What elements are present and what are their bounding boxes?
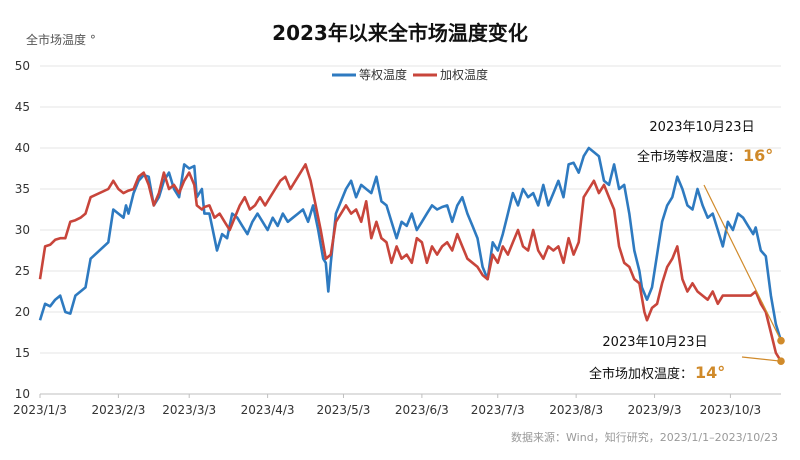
source-note: 数据来源：Wind，知行研究，2023/1/1–2023/10/23: [511, 430, 778, 444]
annotation-weighted-label: 全市场加权温度： 14°: [589, 363, 725, 382]
x-tick-label: 2023/6/3: [395, 403, 449, 417]
annotation-weighted-date: 2023年10月23日: [602, 335, 707, 350]
end-marker-equal: [777, 336, 785, 345]
annotations: [703, 184, 785, 366]
annotation-weighted-text: 全市场加权温度：: [589, 366, 693, 382]
series-lines: [38, 146, 783, 362]
y-tick-label: 40: [15, 141, 30, 155]
y-tick-label: 35: [15, 182, 30, 196]
y-tick-label: 25: [15, 264, 30, 278]
x-tick-label: 2023/7/3: [471, 403, 525, 417]
annotation-equal-date: 2023年10月23日: [649, 120, 754, 135]
x-tick-label: 2023/9/3: [628, 403, 682, 417]
x-tick-label: 2023/3/3: [162, 403, 216, 417]
legend-label-equal-weight: 等权温度: [359, 67, 407, 82]
y-tick-label: 10: [15, 387, 30, 401]
annotation-weighted-value: 14°: [695, 363, 725, 382]
y-axis-ticks: 10 15 20 25 30 35 40 45 50: [15, 59, 30, 401]
annotation-leader-weighted: [741, 356, 782, 362]
y-tick-label: 45: [15, 100, 30, 114]
y-tick-label: 50: [15, 59, 30, 73]
legend: 等权温度 加权温度: [332, 67, 488, 82]
legend-label-cap-weight: 加权温度: [440, 67, 488, 82]
x-tick-label: 2023/8/3: [549, 403, 603, 417]
series-line-cap-weight: [38, 163, 783, 362]
chart-title: 2023年以来全市场温度变化: [272, 21, 528, 45]
x-tick-label: 2023/4/3: [241, 403, 295, 417]
y-tick-label: 30: [15, 223, 30, 237]
y-axis-unit: 全市场温度 °: [26, 32, 96, 47]
x-axis-ticks: 2023/1/3 2023/2/3 2023/3/3 2023/4/3 2023/5/3…: [13, 394, 761, 417]
annotation-equal-value: 16°: [743, 146, 773, 165]
y-tick-label: 20: [15, 305, 30, 319]
x-tick-label: 2023/2/3: [91, 403, 145, 417]
x-tick-label: 2023/10/3: [700, 403, 762, 417]
annotation-leader-equal: [703, 184, 782, 341]
y-tick-label: 15: [15, 346, 30, 360]
annotation-equal-text: 全市场等权温度：: [637, 149, 741, 165]
gridlines: [40, 65, 781, 395]
x-tick-label: 2023/1/3: [13, 403, 67, 417]
end-marker-weighted: [777, 357, 785, 366]
annotation-equal-label: 全市场等权温度： 16°: [637, 146, 773, 165]
x-tick-label: 2023/5/3: [317, 403, 371, 417]
